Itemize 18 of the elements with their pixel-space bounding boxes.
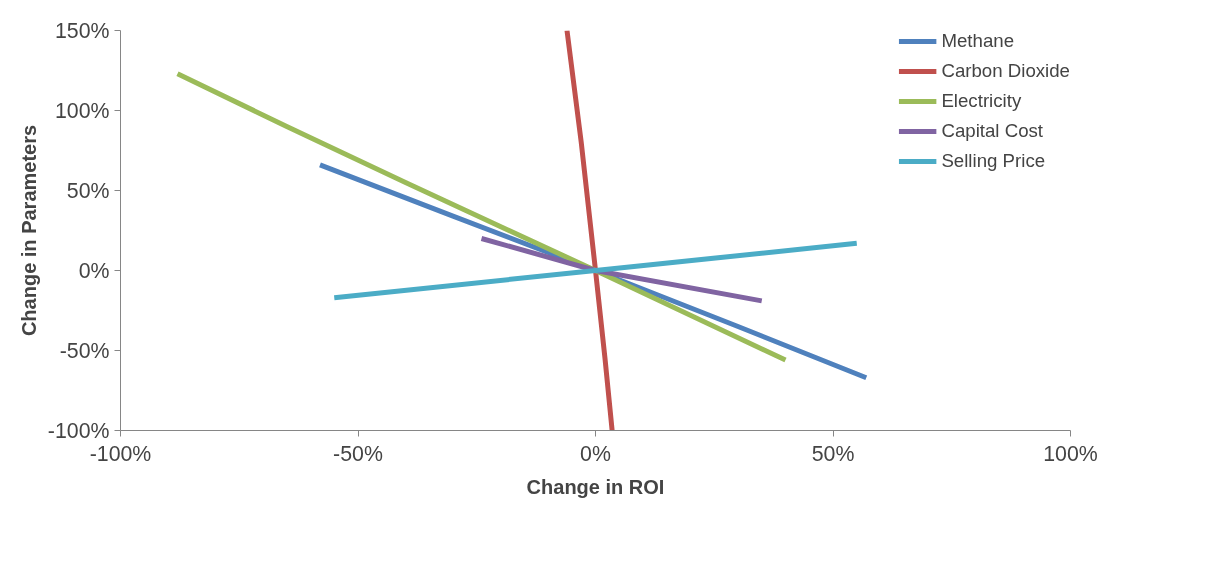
legend-label: Selling Price (941, 150, 1046, 172)
y-tick-label: 100% (54, 98, 110, 123)
y-axis-title: Change in Parameters (17, 124, 40, 337)
legend-label: Carbon Dioxide (941, 60, 1070, 82)
y-tick-label: 150% (54, 18, 110, 43)
legend-label: Electricity (941, 90, 1022, 112)
x-tick-label: 100% (1043, 441, 1098, 466)
legend-label: Capital Cost (941, 120, 1044, 142)
y-tick-label: 0% (78, 258, 110, 283)
x-tick-label: 50% (811, 441, 855, 466)
legend-label: Methane (941, 30, 1015, 52)
y-tick-label: -50% (59, 338, 110, 363)
x-tick-label: -50% (333, 441, 383, 466)
x-tick-label: 0% (580, 441, 611, 466)
y-tick-label: 50% (66, 178, 110, 203)
x-axis-title: Change in ROI (526, 475, 665, 498)
y-tick-label: -100% (47, 418, 110, 443)
x-tick-label: -100% (89, 441, 152, 466)
